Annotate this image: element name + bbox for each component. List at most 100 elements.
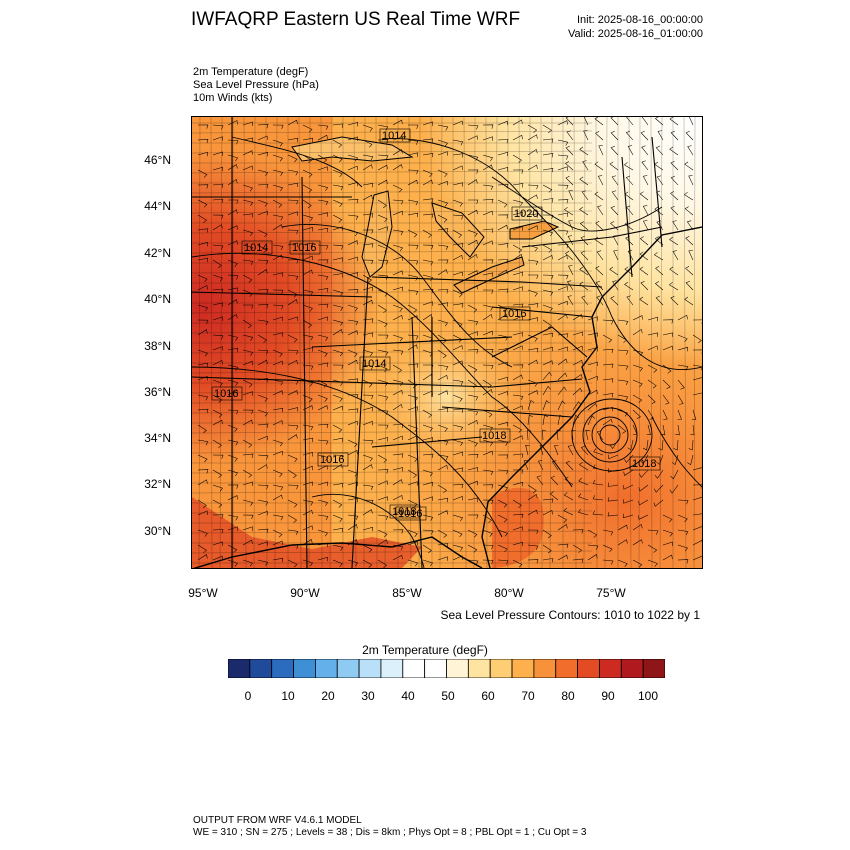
wind-barb <box>639 236 649 246</box>
wind-barb <box>572 401 582 411</box>
wind-barb <box>632 315 643 321</box>
wind-barb <box>302 525 313 531</box>
wind-barb <box>362 139 373 148</box>
wind-barb <box>272 450 283 456</box>
wind-barb <box>407 454 418 462</box>
wind-barb <box>347 359 358 366</box>
wind-barb <box>422 373 433 381</box>
wind-barb <box>610 130 619 141</box>
wind-barb <box>596 430 604 441</box>
wind-barb <box>272 420 283 426</box>
wind-barb <box>332 483 344 488</box>
wind-barb <box>437 199 449 207</box>
wind-barb <box>317 529 328 537</box>
wind-barb <box>362 406 373 412</box>
wind-barb <box>227 225 238 231</box>
wind-barb <box>257 229 268 238</box>
wind-barb <box>392 210 403 216</box>
wind-barb <box>362 299 373 306</box>
wind-barb <box>602 378 614 383</box>
wind-barb <box>550 475 559 486</box>
wind-barb <box>287 169 299 176</box>
wind-barb <box>662 514 673 523</box>
wind-barb <box>642 220 649 231</box>
wind-barb <box>512 332 524 337</box>
wind-barb <box>242 469 253 478</box>
wind-barb <box>623 162 634 171</box>
wind-barb <box>542 332 554 338</box>
wind-barb <box>332 123 344 128</box>
slp-contour-note: Sea Level Pressure Contours: 1010 to 102… <box>440 608 701 622</box>
wind-barb <box>579 206 589 216</box>
wind-barb <box>497 529 508 537</box>
wind-barb <box>422 259 434 266</box>
wind-barb <box>595 266 604 276</box>
wind-barb <box>638 484 649 492</box>
wind-barb <box>437 439 449 446</box>
wind-barb <box>197 544 207 554</box>
wind-barb <box>557 274 569 280</box>
wind-barb <box>257 334 268 343</box>
wind-barb <box>512 244 523 253</box>
wind-barb <box>587 544 599 550</box>
wind-barb <box>362 274 373 283</box>
wind-barb <box>347 394 359 399</box>
temp-northeast-cool <box>192 117 702 568</box>
county-line <box>192 490 593 494</box>
isobar-label-box <box>479 428 511 443</box>
wind-barb <box>541 429 547 441</box>
wind-barb <box>392 149 403 156</box>
wind-barb <box>377 164 388 171</box>
wind-barb <box>227 120 238 126</box>
wind-barb <box>677 499 689 505</box>
isobar-label-box <box>629 456 661 471</box>
wind-barb <box>392 256 403 261</box>
wind-barb <box>688 439 694 451</box>
wind-barb <box>557 286 568 291</box>
wind-barb <box>257 454 269 460</box>
wind-barb <box>362 559 373 568</box>
wind-barb <box>332 454 344 460</box>
wind-barb <box>437 484 447 494</box>
wind-barb <box>497 288 509 293</box>
isobar-label-box <box>359 356 391 371</box>
wind-barb <box>197 151 208 157</box>
wind-barb <box>212 183 224 188</box>
wind-barb <box>452 439 464 446</box>
wind-barb <box>407 344 418 351</box>
wind-barb <box>227 469 239 477</box>
wind-barb <box>347 122 359 127</box>
wind-barb <box>617 319 629 326</box>
wind-barb <box>527 379 538 387</box>
wind-barb <box>407 179 418 186</box>
wind-barb <box>542 400 550 411</box>
wind-barb <box>684 206 694 216</box>
wind-barb <box>572 544 583 553</box>
wind-barb <box>407 541 418 546</box>
wind-barb <box>437 364 449 371</box>
county-line <box>192 430 593 434</box>
colorbar-swatch <box>315 658 338 679</box>
wind-barb <box>482 499 494 504</box>
wind-barb <box>287 544 299 549</box>
county-line <box>683 117 687 568</box>
wind-barb <box>452 214 464 220</box>
wind-barb <box>527 194 538 201</box>
model-footer: OUTPUT FROM WRF V4.6.1 MODEL WE = 310 ; … <box>193 815 586 839</box>
isobar-label-box <box>389 504 421 519</box>
wind-barb <box>302 347 314 352</box>
wind-barb <box>527 289 538 297</box>
wind-barb <box>536 475 544 486</box>
wind-barb <box>497 259 509 264</box>
wind-barb <box>287 316 298 321</box>
wind-barb <box>527 359 538 366</box>
wind-barb <box>437 510 448 516</box>
wind-barb <box>580 445 589 456</box>
lake-ontario <box>509 220 560 240</box>
wind-barb <box>272 407 284 413</box>
wind-barb <box>592 495 604 501</box>
wind-barb <box>377 529 388 538</box>
wind-barb <box>317 454 329 461</box>
wind-barb <box>542 558 554 563</box>
